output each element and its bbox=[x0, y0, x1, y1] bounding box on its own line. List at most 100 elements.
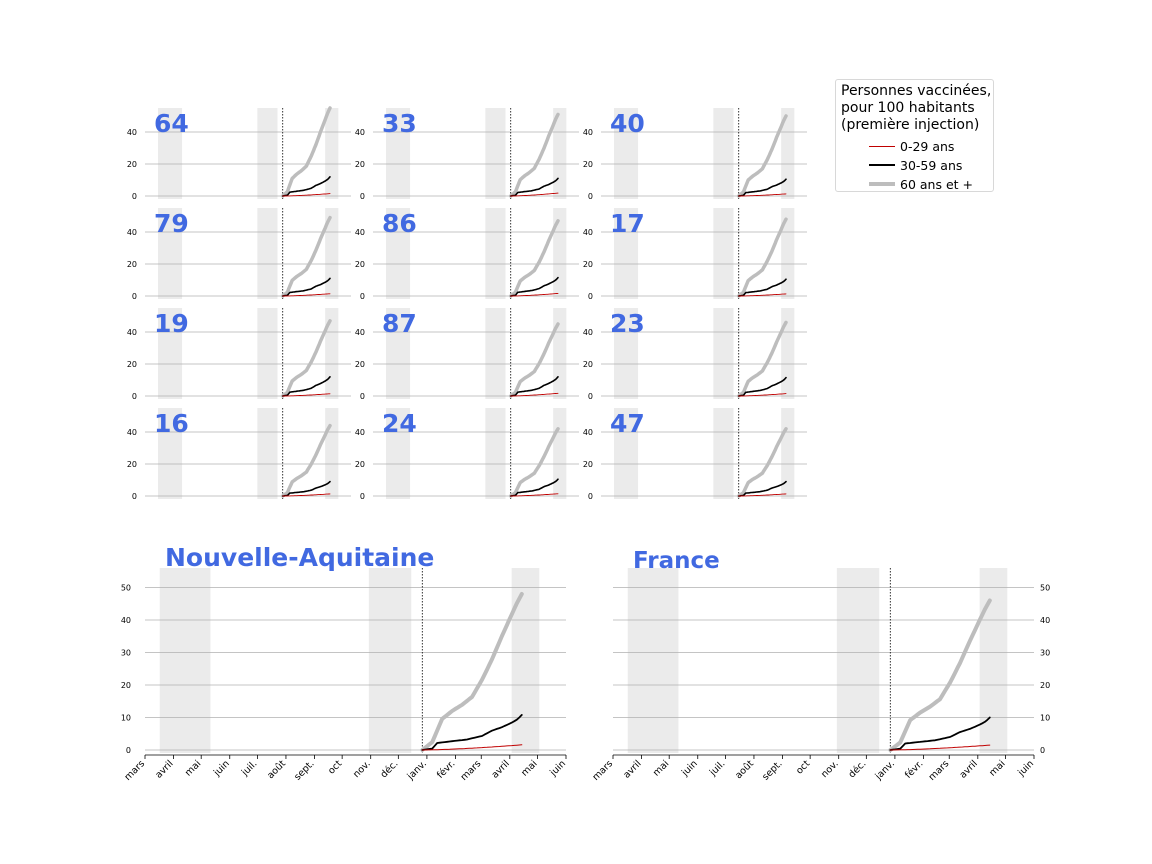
y-tick-label: 40 bbox=[1040, 616, 1050, 625]
panel-8: 0 20 40 23 bbox=[583, 308, 807, 401]
shaded-period bbox=[836, 568, 880, 753]
shaded-period bbox=[485, 408, 506, 499]
shaded-period bbox=[386, 108, 411, 199]
series-line-senior bbox=[888, 598, 992, 752]
panel-10: 0 20 40 24 bbox=[355, 408, 579, 501]
shaded-period bbox=[386, 208, 411, 299]
panel-5: 0 20 40 17 bbox=[583, 208, 807, 301]
panel-label: 40 bbox=[610, 109, 645, 138]
panel-label: 24 bbox=[382, 409, 417, 438]
series-line-young bbox=[738, 193, 787, 197]
series-line-senior bbox=[736, 427, 788, 498]
y-tick-label: 20 bbox=[583, 160, 593, 169]
x-tick-label: juin bbox=[679, 758, 700, 779]
y-tick-label: 40 bbox=[583, 328, 593, 337]
legend-swatch-middle bbox=[869, 164, 895, 166]
y-tick-label: 40 bbox=[355, 228, 365, 237]
shaded-period bbox=[257, 308, 278, 399]
series-line-young bbox=[738, 293, 787, 297]
legend: Personnes vaccinées, pour 100 habitants … bbox=[835, 79, 994, 192]
y-tick-label: 40 bbox=[127, 328, 137, 337]
panel-label: 19 bbox=[154, 309, 189, 338]
shaded-period bbox=[979, 568, 1008, 753]
series-line-young bbox=[282, 293, 331, 297]
series-line-young bbox=[282, 493, 331, 497]
series-line-young bbox=[510, 292, 559, 297]
x-tick-label: mars bbox=[122, 758, 147, 783]
shaded-period bbox=[781, 308, 795, 399]
x-tick-label: mars bbox=[927, 758, 952, 783]
y-tick-label: 50 bbox=[1040, 584, 1050, 593]
panel-7: 0 20 40 87 bbox=[355, 308, 579, 401]
series-line-senior bbox=[736, 114, 788, 198]
series-line-senior bbox=[280, 215, 332, 298]
y-tick-label: 0 bbox=[360, 292, 365, 301]
panel-label: 17 bbox=[610, 209, 645, 238]
shaded-period bbox=[713, 308, 734, 399]
y-tick-label: 50 bbox=[121, 584, 131, 593]
shaded-period bbox=[386, 408, 411, 499]
x-tick-label: mai bbox=[183, 758, 203, 778]
y-tick-label: 0 bbox=[132, 392, 137, 401]
shaded-period bbox=[325, 308, 339, 399]
x-tick-label: mai bbox=[519, 758, 539, 778]
series-line-young bbox=[738, 393, 787, 397]
shaded-period bbox=[553, 308, 567, 399]
shaded-period bbox=[553, 408, 567, 499]
series-line-senior bbox=[420, 592, 524, 752]
shaded-period bbox=[553, 208, 567, 299]
y-tick-label: 0 bbox=[132, 292, 137, 301]
x-tick-label: déc. bbox=[378, 758, 400, 780]
y-tick-label: 40 bbox=[583, 128, 593, 137]
x-tick-label: sept. bbox=[760, 758, 784, 782]
series-line-middle bbox=[737, 278, 787, 297]
y-tick-label: 30 bbox=[121, 649, 131, 658]
shaded-period bbox=[485, 308, 506, 399]
x-tick-label: janv. bbox=[405, 758, 429, 782]
series-line-young bbox=[282, 193, 331, 197]
shaded-period bbox=[713, 108, 734, 199]
x-tick-label: juil. bbox=[707, 758, 727, 778]
legend-title-line-3: (première injection) bbox=[841, 117, 980, 133]
x-tick-label: mars bbox=[459, 758, 484, 783]
shaded-period bbox=[781, 208, 795, 299]
panel-label: 86 bbox=[382, 209, 417, 238]
x-tick-label: nov. bbox=[351, 758, 373, 780]
x-tick-label: oct bbox=[794, 758, 812, 776]
series-line-middle bbox=[889, 716, 991, 751]
x-tick-label: avril bbox=[621, 758, 643, 780]
panel-label: 64 bbox=[154, 109, 189, 138]
series-line-senior bbox=[736, 320, 788, 398]
series-line-middle bbox=[281, 376, 331, 397]
y-tick-label: 10 bbox=[121, 714, 131, 723]
y-tick-label: 40 bbox=[127, 428, 137, 437]
legend-label-senior: 60 ans et + bbox=[900, 177, 973, 192]
series-line-middle bbox=[509, 478, 559, 497]
series-line-middle bbox=[509, 177, 559, 197]
y-tick-label: 40 bbox=[121, 616, 131, 625]
series-line-young bbox=[738, 493, 787, 497]
shaded-period bbox=[485, 108, 506, 199]
y-tick-label: 20 bbox=[355, 160, 365, 169]
x-tick-label: nov. bbox=[819, 758, 841, 780]
series-line-young bbox=[889, 744, 991, 751]
shaded-period bbox=[159, 568, 211, 753]
x-tick-label: févr. bbox=[435, 758, 458, 781]
y-tick-label: 20 bbox=[1040, 681, 1050, 690]
shaded-period bbox=[713, 408, 734, 499]
x-tick-label: juil. bbox=[239, 758, 259, 778]
y-tick-label: 20 bbox=[583, 360, 593, 369]
series-line-middle bbox=[509, 376, 559, 397]
y-tick-label: 0 bbox=[360, 192, 365, 201]
series-line-middle bbox=[281, 480, 331, 497]
panel-4: 0 20 40 86 bbox=[355, 208, 579, 301]
series-line-middle bbox=[281, 277, 331, 297]
x-tick-label: juin bbox=[1015, 758, 1036, 779]
y-tick-label: 40 bbox=[355, 128, 365, 137]
series-line-young bbox=[510, 192, 559, 197]
series-line-senior bbox=[736, 217, 788, 298]
panel-label: France bbox=[633, 548, 720, 574]
y-tick-label: 0 bbox=[1040, 746, 1045, 755]
